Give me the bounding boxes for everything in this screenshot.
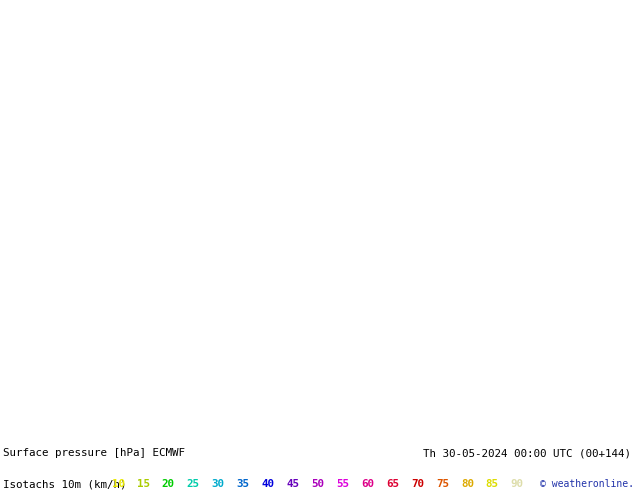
Text: 35: 35 xyxy=(236,479,249,489)
Text: 65: 65 xyxy=(386,479,399,489)
Text: 85: 85 xyxy=(486,479,499,489)
Text: Surface pressure [hPa] ECMWF: Surface pressure [hPa] ECMWF xyxy=(3,448,185,458)
Text: 60: 60 xyxy=(361,479,374,489)
Text: Isotachs 10m (km/h): Isotachs 10m (km/h) xyxy=(3,479,133,489)
Text: 90: 90 xyxy=(511,479,524,489)
Text: 10: 10 xyxy=(112,479,125,489)
Text: 75: 75 xyxy=(436,479,449,489)
Text: 45: 45 xyxy=(286,479,299,489)
Text: 55: 55 xyxy=(336,479,349,489)
Text: 15: 15 xyxy=(136,479,150,489)
Text: Th 30-05-2024 00:00 UTC (00+144): Th 30-05-2024 00:00 UTC (00+144) xyxy=(423,448,631,458)
Text: 25: 25 xyxy=(186,479,200,489)
Text: 30: 30 xyxy=(211,479,224,489)
Text: 70: 70 xyxy=(411,479,424,489)
Text: © weatheronline.co.uk weatheronline.co.uk: © weatheronline.co.uk weatheronline.co.u… xyxy=(540,479,634,489)
Text: 80: 80 xyxy=(461,479,474,489)
Text: 20: 20 xyxy=(162,479,174,489)
Text: 50: 50 xyxy=(311,479,324,489)
Text: 40: 40 xyxy=(261,479,275,489)
